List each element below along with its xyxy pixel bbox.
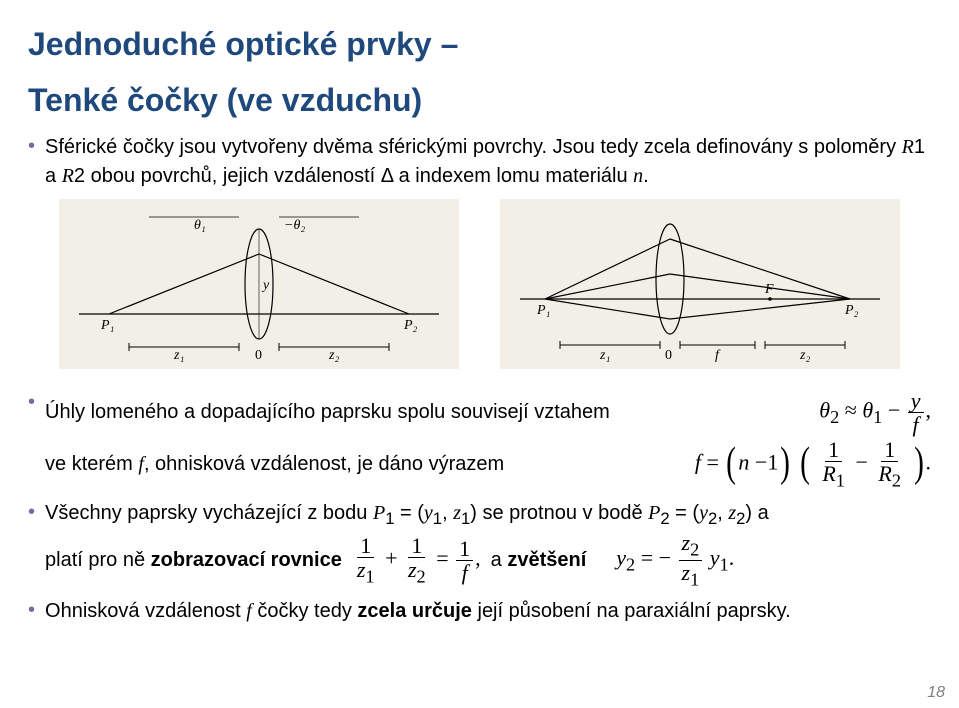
formula-imaging: 1z1 + 1z2 = 1f,: [352, 534, 481, 587]
b4-text: Ohnisková vzdálenost f čočky tedy zcela …: [45, 597, 791, 626]
fig2-label-F: F: [764, 282, 774, 297]
title-main: Jednoduché optické prvky –: [28, 24, 931, 64]
bullet-rays: • Všechny paprsky vycházející z bodu P1 …: [28, 499, 931, 591]
title-sub: Tenké čočky (ve vzduchu): [28, 82, 931, 119]
bullet-top: • Sférické čočky jsou vytvořeny dvěma sf…: [28, 133, 931, 191]
bullet-dot: •: [28, 389, 35, 415]
bullet-dot: •: [28, 597, 35, 623]
bullet-angles: • Úhly lomeného a dopadajícího paprsku s…: [28, 389, 931, 493]
b2-line1-text: Úhly lomeného a dopadajícího paprsku spo…: [45, 398, 610, 427]
bullet-top-text: Sférické čočky jsou vytvořeny dvěma sfér…: [45, 133, 931, 191]
bullet-dot: •: [28, 499, 35, 525]
fig1-label-z1: z₁: [173, 348, 184, 363]
formula-magnification: y2 = − z2z1 y1.: [616, 531, 734, 589]
figure-2: P₁ P₂ F z₁ 0 f z₂: [500, 199, 900, 369]
page-number: 18: [927, 684, 945, 702]
fig2-label-P2: P₂: [844, 303, 859, 318]
fig2-label-z2: z₂: [799, 348, 810, 363]
fig1-label-0: 0: [255, 348, 262, 363]
bullet-conclusion: • Ohnisková vzdálenost f čočky tedy zcel…: [28, 597, 931, 626]
formula-theta: θ2 ≈ θ1 − yf,: [819, 389, 931, 436]
fig2-label-0: 0: [665, 348, 672, 363]
formula-f: f = (n −1) ( 1R1 − 1R2 ).: [695, 438, 931, 491]
fig1-label-P1: P₁: [100, 318, 114, 333]
figure-row: P₁ P₂ θ₁ −θ₂ y z₁ z₂ 0: [28, 199, 931, 369]
b3-line1: Všechny paprsky vycházející z bodu P1 = …: [45, 499, 931, 531]
fig1-label-th1: θ₁: [194, 218, 206, 233]
b2-line2-text: ve kterém f, ohnisková vzdálenost, je dá…: [45, 450, 504, 479]
figure-1: P₁ P₂ θ₁ −θ₂ y z₁ z₂ 0: [59, 199, 459, 369]
fig2-label-z1: z₁: [599, 348, 610, 363]
b3-text-b: a zvětšení: [491, 546, 587, 575]
fig1-label-y: y: [261, 278, 270, 293]
fig1-label-P2: P₂: [403, 318, 418, 333]
fig1-label-th2: −θ₂: [284, 218, 305, 233]
fig1-label-z2: z₂: [328, 348, 339, 363]
bullet-dot: •: [28, 133, 35, 159]
b3-text-a: platí pro ně zobrazovací rovnice: [45, 546, 342, 575]
fig2-label-P1: P₁: [536, 303, 550, 318]
